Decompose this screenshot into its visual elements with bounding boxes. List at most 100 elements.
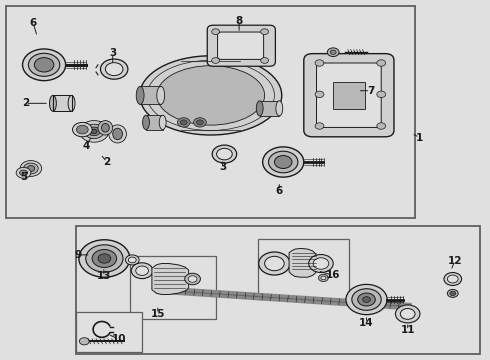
Text: 10: 10 xyxy=(111,334,126,344)
Circle shape xyxy=(377,91,386,98)
Text: 6: 6 xyxy=(276,186,283,196)
Circle shape xyxy=(363,297,370,302)
Circle shape xyxy=(377,123,386,129)
Circle shape xyxy=(217,148,232,160)
Ellipse shape xyxy=(68,95,75,111)
Ellipse shape xyxy=(49,95,56,111)
Circle shape xyxy=(321,276,326,280)
Bar xyxy=(258,239,349,299)
Circle shape xyxy=(100,59,128,79)
Circle shape xyxy=(20,170,27,176)
FancyBboxPatch shape xyxy=(218,32,264,59)
Text: 6: 6 xyxy=(30,18,37,28)
FancyBboxPatch shape xyxy=(317,63,381,127)
FancyBboxPatch shape xyxy=(207,25,275,66)
Ellipse shape xyxy=(256,101,263,116)
Ellipse shape xyxy=(143,115,149,130)
Circle shape xyxy=(79,338,89,345)
Circle shape xyxy=(263,147,304,177)
Circle shape xyxy=(128,257,136,263)
Ellipse shape xyxy=(140,56,282,135)
Circle shape xyxy=(330,50,336,54)
Bar xyxy=(76,312,142,352)
Circle shape xyxy=(346,284,387,315)
Circle shape xyxy=(265,256,284,271)
Circle shape xyxy=(377,60,386,66)
Circle shape xyxy=(180,120,187,125)
Polygon shape xyxy=(260,101,279,116)
Circle shape xyxy=(185,273,200,285)
Bar xyxy=(76,226,480,354)
Circle shape xyxy=(450,291,456,296)
Text: 3: 3 xyxy=(219,162,226,172)
Text: 7: 7 xyxy=(367,86,374,96)
Ellipse shape xyxy=(159,115,166,130)
Text: 4: 4 xyxy=(82,141,90,151)
Text: 3: 3 xyxy=(109,48,116,58)
Polygon shape xyxy=(152,264,189,294)
FancyBboxPatch shape xyxy=(304,54,394,137)
Circle shape xyxy=(313,258,329,269)
Circle shape xyxy=(20,161,42,176)
Circle shape xyxy=(318,274,328,282)
Circle shape xyxy=(86,245,123,272)
Text: 15: 15 xyxy=(150,309,165,319)
Circle shape xyxy=(327,48,339,57)
Circle shape xyxy=(400,309,415,319)
Circle shape xyxy=(269,151,298,173)
Bar xyxy=(6,6,415,218)
Circle shape xyxy=(188,276,197,282)
Circle shape xyxy=(212,29,220,35)
Ellipse shape xyxy=(109,125,126,143)
Circle shape xyxy=(16,167,31,178)
Text: 14: 14 xyxy=(359,318,374,328)
Circle shape xyxy=(88,127,100,136)
Circle shape xyxy=(212,58,220,63)
Circle shape xyxy=(444,273,462,285)
Circle shape xyxy=(274,156,292,168)
Circle shape xyxy=(23,49,66,81)
Ellipse shape xyxy=(157,66,265,125)
Circle shape xyxy=(91,129,97,134)
Text: 12: 12 xyxy=(447,256,462,266)
Circle shape xyxy=(315,123,324,129)
Circle shape xyxy=(196,120,203,125)
Ellipse shape xyxy=(101,123,109,132)
Circle shape xyxy=(125,255,139,265)
Text: 16: 16 xyxy=(326,270,341,280)
Circle shape xyxy=(136,266,148,275)
Text: 2: 2 xyxy=(103,157,110,167)
Text: 2: 2 xyxy=(22,98,29,108)
Ellipse shape xyxy=(136,86,144,104)
Circle shape xyxy=(105,63,123,76)
Text: 13: 13 xyxy=(97,271,111,282)
Circle shape xyxy=(352,289,381,310)
Polygon shape xyxy=(146,115,163,130)
Circle shape xyxy=(447,275,458,283)
Circle shape xyxy=(447,289,458,297)
Circle shape xyxy=(24,163,38,174)
Circle shape xyxy=(79,121,109,142)
Ellipse shape xyxy=(276,101,283,116)
Circle shape xyxy=(177,118,190,127)
Polygon shape xyxy=(289,248,317,277)
Circle shape xyxy=(79,240,130,277)
Circle shape xyxy=(194,118,206,127)
Circle shape xyxy=(92,249,117,267)
Circle shape xyxy=(34,58,54,72)
Ellipse shape xyxy=(113,128,122,140)
Circle shape xyxy=(27,166,35,171)
Text: 8: 8 xyxy=(236,16,243,26)
Circle shape xyxy=(131,263,153,279)
Circle shape xyxy=(315,60,324,66)
Circle shape xyxy=(309,255,333,273)
Bar xyxy=(130,256,216,319)
Circle shape xyxy=(212,145,237,163)
Circle shape xyxy=(76,125,88,134)
Circle shape xyxy=(259,252,290,275)
Ellipse shape xyxy=(157,86,165,104)
Text: 1: 1 xyxy=(416,132,423,143)
Circle shape xyxy=(395,305,420,323)
Text: 9: 9 xyxy=(75,250,82,260)
Text: 11: 11 xyxy=(400,325,415,336)
